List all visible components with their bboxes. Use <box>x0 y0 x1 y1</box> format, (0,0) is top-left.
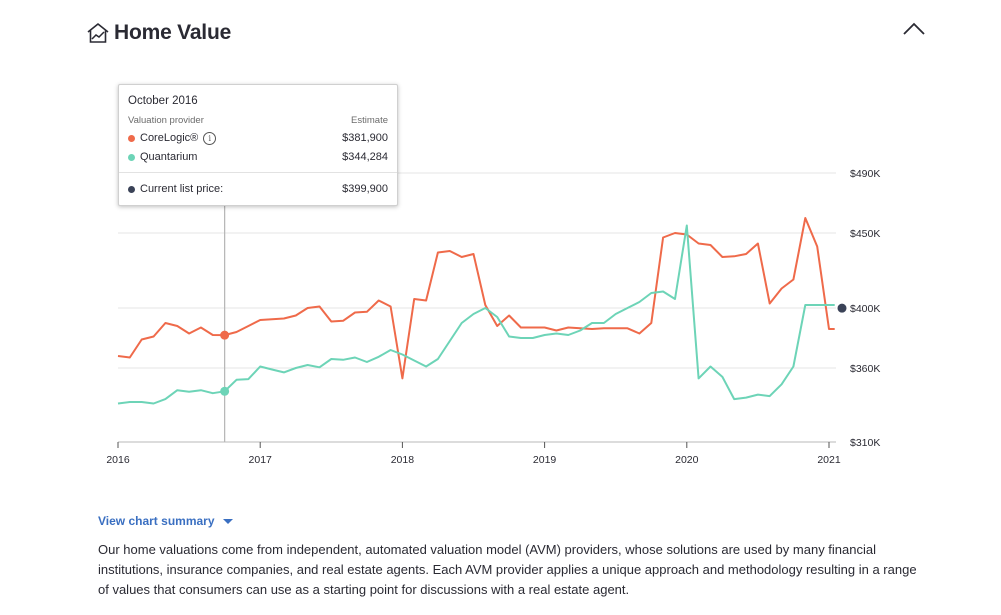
y-tick-label: $450K <box>850 228 880 240</box>
y-tick-label: $310K <box>850 437 880 449</box>
corelogic-label: CoreLogic® <box>140 132 199 144</box>
tooltip-provider-header: Valuation provider <box>128 115 204 126</box>
section-header: Home Value <box>86 18 231 48</box>
list-price-value: $399,900 <box>342 183 388 195</box>
quantarium-estimate: $344,284 <box>342 151 388 163</box>
chart-tooltip: October 2016 Valuation provider Estimate… <box>118 84 398 206</box>
x-tick-label: 2020 <box>675 454 699 466</box>
summary-link-label: View chart summary <box>98 514 215 528</box>
y-tick-label: $400K <box>850 303 880 315</box>
tooltip-estimate-header: Estimate <box>351 115 388 126</box>
quantarium-legend-dot <box>128 153 135 161</box>
section-title: Home Value <box>114 21 232 44</box>
quantarium-series-line <box>117 224 835 405</box>
y-axis-labels: $310K $360K $400K $450K $490K <box>850 168 880 449</box>
chevron-up-icon[interactable] <box>900 18 928 42</box>
list-price-label: Current list price: <box>140 183 224 195</box>
hover-markers <box>220 330 230 396</box>
tooltip-row-list-price: Current list price: $399,900 <box>128 181 388 197</box>
corelogic-estimate: $381,900 <box>342 132 388 144</box>
corelogic-legend-dot <box>128 134 135 142</box>
info-icon[interactable]: i <box>203 131 217 145</box>
y-tick-label: $360K <box>850 363 880 375</box>
view-chart-summary-link[interactable]: View chart summary <box>98 514 233 528</box>
corelogic-series-line <box>117 217 835 380</box>
quantarium-hover-point <box>220 386 230 396</box>
tooltip-row-quantarium: Quantarium $344,284 <box>128 149 388 165</box>
quantarium-label: Quantarium <box>140 151 198 163</box>
tooltip-row-corelogic: CoreLogic® i $381,900 <box>128 130 388 146</box>
x-tick-label: 2019 <box>533 454 557 466</box>
tooltip-divider <box>119 172 397 173</box>
tooltip-date: October 2016 <box>128 95 198 107</box>
series-lines <box>117 217 835 405</box>
list-price-legend-dot <box>128 185 135 193</box>
caret-down-icon <box>222 519 233 524</box>
y-tick-label: $490K <box>850 168 880 180</box>
description-text: Our home valuations come from independen… <box>98 542 917 597</box>
x-tick-label: 2021 <box>817 454 841 466</box>
grid-lines <box>118 172 836 443</box>
corelogic-hover-point <box>220 330 230 340</box>
x-tick-label: 2016 <box>106 454 130 466</box>
list-price-marker <box>837 303 847 313</box>
x-tick-label: 2018 <box>391 454 415 466</box>
home-chart-icon <box>86 21 110 45</box>
x-tick-label: 2017 <box>249 454 273 466</box>
home-value-chart[interactable]: $310K$360K$400K$450K$490K 2016 2017 2018 20… <box>0 0 1001 500</box>
x-axis: 2016 2017 2018 2019 2020 2021 <box>106 442 841 466</box>
